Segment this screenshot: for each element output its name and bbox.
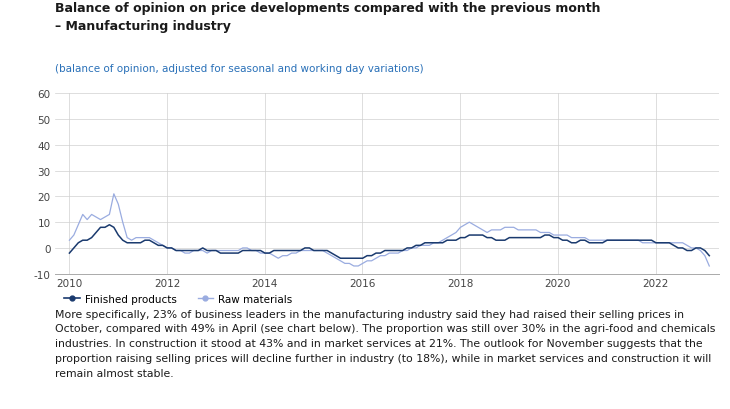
Legend: Finished products, Raw materials: Finished products, Raw materials [60,290,297,308]
Text: Balance of opinion on price developments compared with the previous month
– Manu: Balance of opinion on price developments… [55,2,600,32]
Text: More specifically, 23% of business leaders in the manufacturing industry said th: More specifically, 23% of business leade… [55,309,715,378]
Text: (balance of opinion, adjusted for seasonal and working day variations): (balance of opinion, adjusted for season… [55,63,423,73]
